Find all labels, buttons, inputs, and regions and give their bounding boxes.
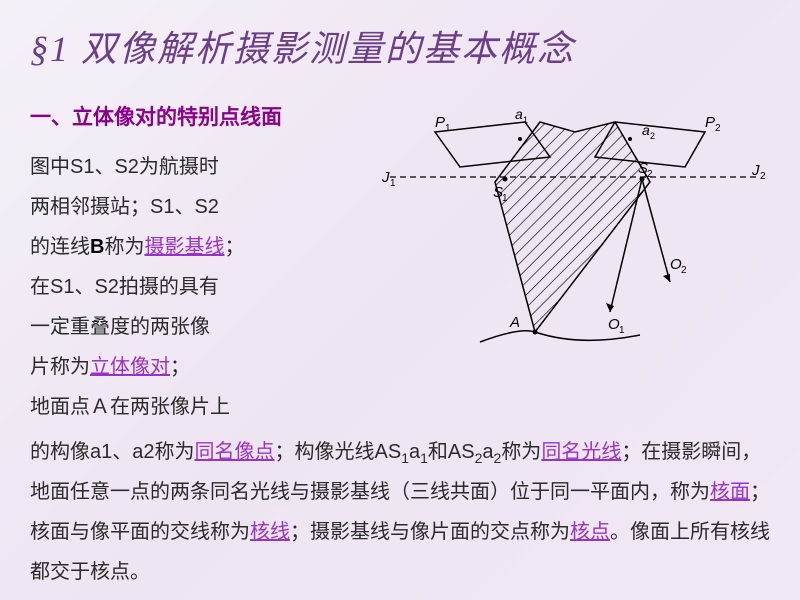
para-line: 地面点Ａ在两张像片上 <box>30 387 370 427</box>
label-a2: a <box>642 122 650 138</box>
text-column: 一、立体像对的特别点线面 图中S1、S2为航摄时 两相邻摄站；S1、S2 的连线… <box>30 97 370 427</box>
text-span: 的构像a1、a2称为 <box>30 441 195 463</box>
content-row: 一、立体像对的特别点线面 图中S1、S2为航摄时 两相邻摄站；S1、S2 的连线… <box>30 97 770 427</box>
subscript: 1 <box>420 450 428 466</box>
svg-text:2: 2 <box>715 123 721 134</box>
term-epipole: 核点 <box>570 521 610 543</box>
text-span: a <box>409 441 420 463</box>
svg-text:2: 2 <box>760 171 766 182</box>
label-J1: J <box>381 169 390 186</box>
label-A: A <box>509 314 520 331</box>
text-span: 的连线 <box>30 236 90 258</box>
para-line: 的连线B称为摄影基线； <box>30 227 370 267</box>
term-homologous-rays: 同名光线 <box>541 441 621 463</box>
svg-text:2: 2 <box>647 169 653 180</box>
term-stereopair: 立体像对 <box>90 356 170 378</box>
label-a1: a <box>515 106 523 122</box>
term-epipolar-plane: 核面 <box>710 481 750 503</box>
para-line: 在S1、S2拍摄的具有 <box>30 267 370 307</box>
label-P1: P <box>435 114 445 131</box>
bold-letter: B <box>90 236 104 258</box>
svg-text:1: 1 <box>390 178 396 189</box>
diagram-svg: P1 P2 a1 a2 J1 J2 S1 S2 A O1 O2 <box>380 97 770 357</box>
svg-text:2: 2 <box>650 131 655 141</box>
svg-text:1: 1 <box>502 193 508 204</box>
text-span: 和AS <box>428 441 475 463</box>
para-line: 图中S1、S2为航摄时 <box>30 147 370 187</box>
page-title: §1 双像解析摄影测量的基本概念 <box>30 20 770 72</box>
subscript: 1 <box>401 450 409 466</box>
text-span: 称为 <box>501 441 541 463</box>
full-width-text: 的构像a1、a2称为同名像点；构像光线AS1a1和AS2a2称为同名光线；在摄影… <box>30 432 770 592</box>
para-line: 一定重叠度的两张像 <box>30 307 370 347</box>
svg-text:2: 2 <box>681 265 687 276</box>
section-subtitle: 一、立体像对的特别点线面 <box>30 97 370 139</box>
label-P2: P <box>705 114 715 131</box>
text-span: ；构像光线AS <box>275 441 402 463</box>
para-line: 两相邻摄站；S1、S2 <box>30 187 370 227</box>
text-span: a <box>482 441 493 463</box>
svg-text:1: 1 <box>523 115 528 125</box>
text-span: ；摄影基线与像片面的交点称为 <box>290 521 570 543</box>
term-homologous-points: 同名像点 <box>195 441 275 463</box>
geometry-diagram: P1 P2 a1 a2 J1 J2 S1 S2 A O1 O2 <box>380 97 770 357</box>
term-epipolar-line: 核线 <box>250 521 290 543</box>
para-line: 片称为立体像对； <box>30 347 370 387</box>
text-span: 称为 <box>104 236 144 258</box>
label-J2: J <box>751 162 760 179</box>
svg-text:1: 1 <box>445 123 451 134</box>
term-baseline: 摄影基线 <box>144 236 224 258</box>
svg-text:1: 1 <box>619 325 625 336</box>
text-span: 片称为 <box>30 356 90 378</box>
